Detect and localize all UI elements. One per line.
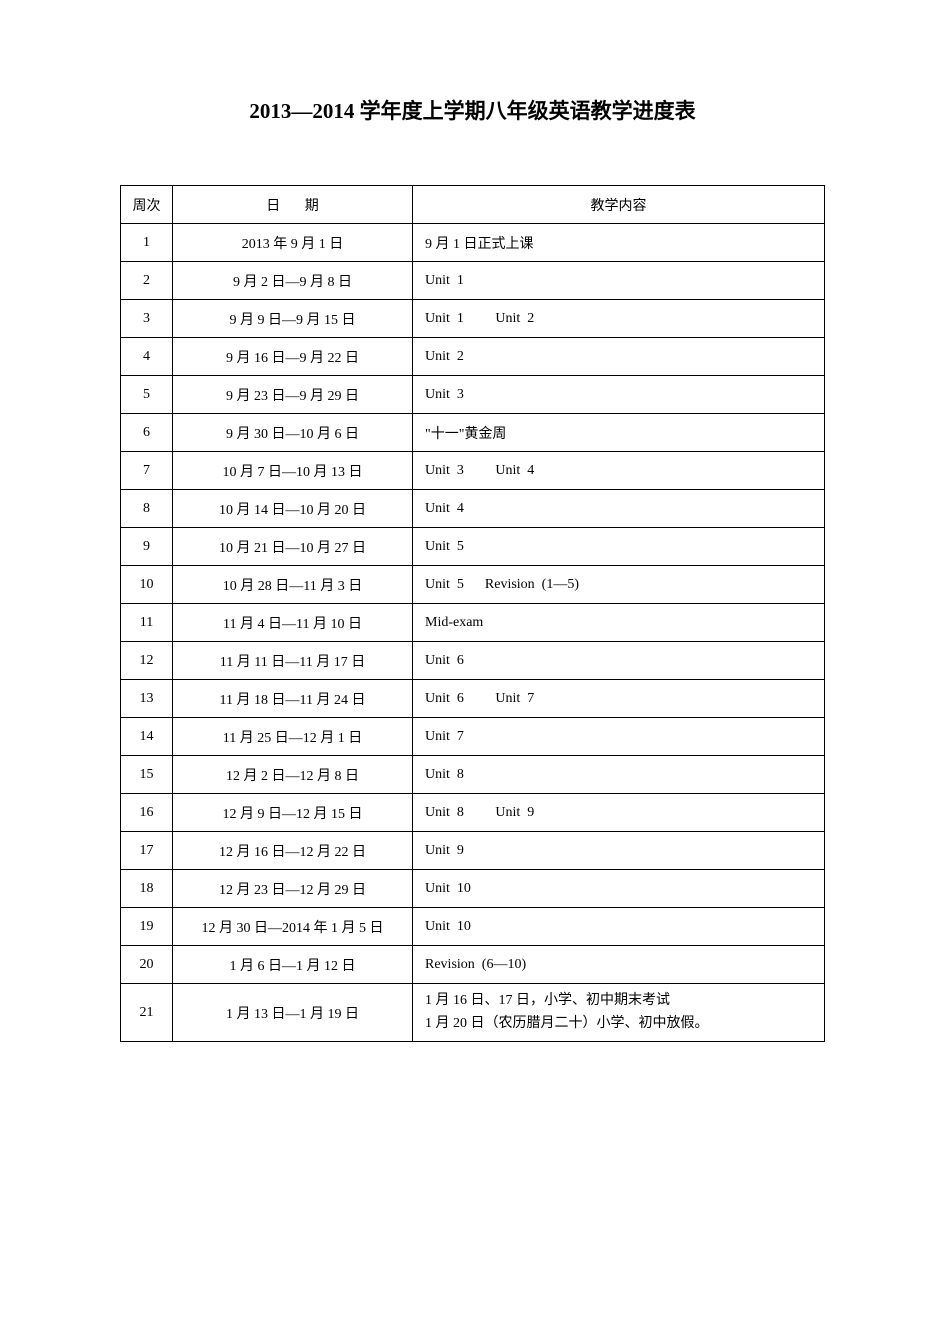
cell-date: 10 月 7 日—10 月 13 日 bbox=[173, 452, 413, 490]
table-row: 1311 月 18 日—11 月 24 日Unit 6 Unit 7 bbox=[121, 680, 825, 718]
table-row: 810 月 14 日—10 月 20 日Unit 4 bbox=[121, 490, 825, 528]
cell-week: 21 bbox=[121, 984, 173, 1042]
table-row: 201 月 6 日—1 月 12 日Revision (6—10) bbox=[121, 946, 825, 984]
cell-week: 20 bbox=[121, 946, 173, 984]
cell-content: Unit 6 Unit 7 bbox=[413, 680, 825, 718]
header-content: 教学内容 bbox=[413, 186, 825, 224]
cell-content: Unit 4 bbox=[413, 490, 825, 528]
table-row: 1812 月 23 日—12 月 29 日Unit 10 bbox=[121, 870, 825, 908]
cell-week: 15 bbox=[121, 756, 173, 794]
cell-date: 10 月 21 日—10 月 27 日 bbox=[173, 528, 413, 566]
content-line: 1 月 20 日（农历腊月二十）小学、初中放假。 bbox=[425, 1013, 812, 1035]
cell-date: 9 月 2 日—9 月 8 日 bbox=[173, 262, 413, 300]
cell-week: 18 bbox=[121, 870, 173, 908]
table-row: 39 月 9 日—9 月 15 日Unit 1 Unit 2 bbox=[121, 300, 825, 338]
cell-date: 11 月 4 日—11 月 10 日 bbox=[173, 604, 413, 642]
table-row: 1612 月 9 日—12 月 15 日Unit 8 Unit 9 bbox=[121, 794, 825, 832]
cell-week: 14 bbox=[121, 718, 173, 756]
cell-week: 8 bbox=[121, 490, 173, 528]
cell-date: 1 月 13 日—1 月 19 日 bbox=[173, 984, 413, 1042]
cell-content: Unit 9 bbox=[413, 832, 825, 870]
cell-date: 11 月 18 日—11 月 24 日 bbox=[173, 680, 413, 718]
table-row: 1111 月 4 日—11 月 10 日Mid-exam bbox=[121, 604, 825, 642]
cell-week: 16 bbox=[121, 794, 173, 832]
cell-week: 4 bbox=[121, 338, 173, 376]
header-week: 周次 bbox=[121, 186, 173, 224]
cell-date: 9 月 30 日—10 月 6 日 bbox=[173, 414, 413, 452]
cell-week: 10 bbox=[121, 566, 173, 604]
cell-date: 12 月 2 日—12 月 8 日 bbox=[173, 756, 413, 794]
cell-content: Unit 6 bbox=[413, 642, 825, 680]
header-date: 日 期 bbox=[173, 186, 413, 224]
cell-content: Unit 10 bbox=[413, 908, 825, 946]
cell-content: Unit 3 bbox=[413, 376, 825, 414]
table-row: 1010 月 28 日—11 月 3 日Unit 5 Revision (1—5… bbox=[121, 566, 825, 604]
cell-week: 19 bbox=[121, 908, 173, 946]
table-row: 910 月 21 日—10 月 27 日Unit 5 bbox=[121, 528, 825, 566]
cell-week: 11 bbox=[121, 604, 173, 642]
table-row: 12013 年 9 月 1 日9 月 1 日正式上课 bbox=[121, 224, 825, 262]
cell-content: Unit 5 Revision (1—5) bbox=[413, 566, 825, 604]
document-title: 2013—2014 学年度上学期八年级英语教学进度表 bbox=[120, 95, 825, 125]
table-row: 1512 月 2 日—12 月 8 日Unit 8 bbox=[121, 756, 825, 794]
table-row: 1211 月 11 日—11 月 17 日Unit 6 bbox=[121, 642, 825, 680]
cell-date: 11 月 11 日—11 月 17 日 bbox=[173, 642, 413, 680]
table-row: 59 月 23 日—9 月 29 日Unit 3 bbox=[121, 376, 825, 414]
cell-week: 1 bbox=[121, 224, 173, 262]
cell-content: 9 月 1 日正式上课 bbox=[413, 224, 825, 262]
cell-week: 17 bbox=[121, 832, 173, 870]
cell-date: 9 月 9 日—9 月 15 日 bbox=[173, 300, 413, 338]
cell-date: 2013 年 9 月 1 日 bbox=[173, 224, 413, 262]
cell-week: 7 bbox=[121, 452, 173, 490]
schedule-table: 周次 日 期 教学内容 12013 年 9 月 1 日9 月 1 日正式上课29… bbox=[120, 185, 825, 1042]
cell-date: 12 月 30 日—2014 年 1 月 5 日 bbox=[173, 908, 413, 946]
cell-content: Unit 5 bbox=[413, 528, 825, 566]
cell-week: 3 bbox=[121, 300, 173, 338]
table-header-row: 周次 日 期 教学内容 bbox=[121, 186, 825, 224]
table-row: 1712 月 16 日—12 月 22 日Unit 9 bbox=[121, 832, 825, 870]
table-row: 211 月 13 日—1 月 19 日1 月 16 日、17 日，小学、初中期末… bbox=[121, 984, 825, 1042]
cell-week: 9 bbox=[121, 528, 173, 566]
table-body: 12013 年 9 月 1 日9 月 1 日正式上课29 月 2 日—9 月 8… bbox=[121, 224, 825, 1042]
cell-date: 12 月 16 日—12 月 22 日 bbox=[173, 832, 413, 870]
table-row: 1411 月 25 日—12 月 1 日Unit 7 bbox=[121, 718, 825, 756]
cell-content: Mid-exam bbox=[413, 604, 825, 642]
cell-week: 13 bbox=[121, 680, 173, 718]
cell-content: Unit 8 Unit 9 bbox=[413, 794, 825, 832]
cell-date: 1 月 6 日—1 月 12 日 bbox=[173, 946, 413, 984]
cell-date: 12 月 9 日—12 月 15 日 bbox=[173, 794, 413, 832]
table-row: 69 月 30 日—10 月 6 日"十一"黄金周 bbox=[121, 414, 825, 452]
cell-week: 5 bbox=[121, 376, 173, 414]
cell-week: 6 bbox=[121, 414, 173, 452]
cell-date: 12 月 23 日—12 月 29 日 bbox=[173, 870, 413, 908]
cell-content: Unit 3 Unit 4 bbox=[413, 452, 825, 490]
cell-content: Unit 7 bbox=[413, 718, 825, 756]
table-row: 710 月 7 日—10 月 13 日Unit 3 Unit 4 bbox=[121, 452, 825, 490]
cell-content: Unit 8 bbox=[413, 756, 825, 794]
cell-date: 9 月 16 日—9 月 22 日 bbox=[173, 338, 413, 376]
cell-content: Unit 2 bbox=[413, 338, 825, 376]
cell-week: 12 bbox=[121, 642, 173, 680]
cell-week: 2 bbox=[121, 262, 173, 300]
table-row: 1912 月 30 日—2014 年 1 月 5 日Unit 10 bbox=[121, 908, 825, 946]
cell-content: "十一"黄金周 bbox=[413, 414, 825, 452]
table-row: 49 月 16 日—9 月 22 日Unit 2 bbox=[121, 338, 825, 376]
cell-content: 1 月 16 日、17 日，小学、初中期末考试1 月 20 日（农历腊月二十）小… bbox=[413, 984, 825, 1042]
table-row: 29 月 2 日—9 月 8 日Unit 1 bbox=[121, 262, 825, 300]
cell-content: Unit 1 bbox=[413, 262, 825, 300]
cell-content: Revision (6—10) bbox=[413, 946, 825, 984]
content-line: 1 月 16 日、17 日，小学、初中期末考试 bbox=[425, 990, 812, 1012]
cell-date: 10 月 14 日—10 月 20 日 bbox=[173, 490, 413, 528]
cell-date: 11 月 25 日—12 月 1 日 bbox=[173, 718, 413, 756]
cell-date: 10 月 28 日—11 月 3 日 bbox=[173, 566, 413, 604]
cell-content: Unit 1 Unit 2 bbox=[413, 300, 825, 338]
cell-date: 9 月 23 日—9 月 29 日 bbox=[173, 376, 413, 414]
cell-content: Unit 10 bbox=[413, 870, 825, 908]
